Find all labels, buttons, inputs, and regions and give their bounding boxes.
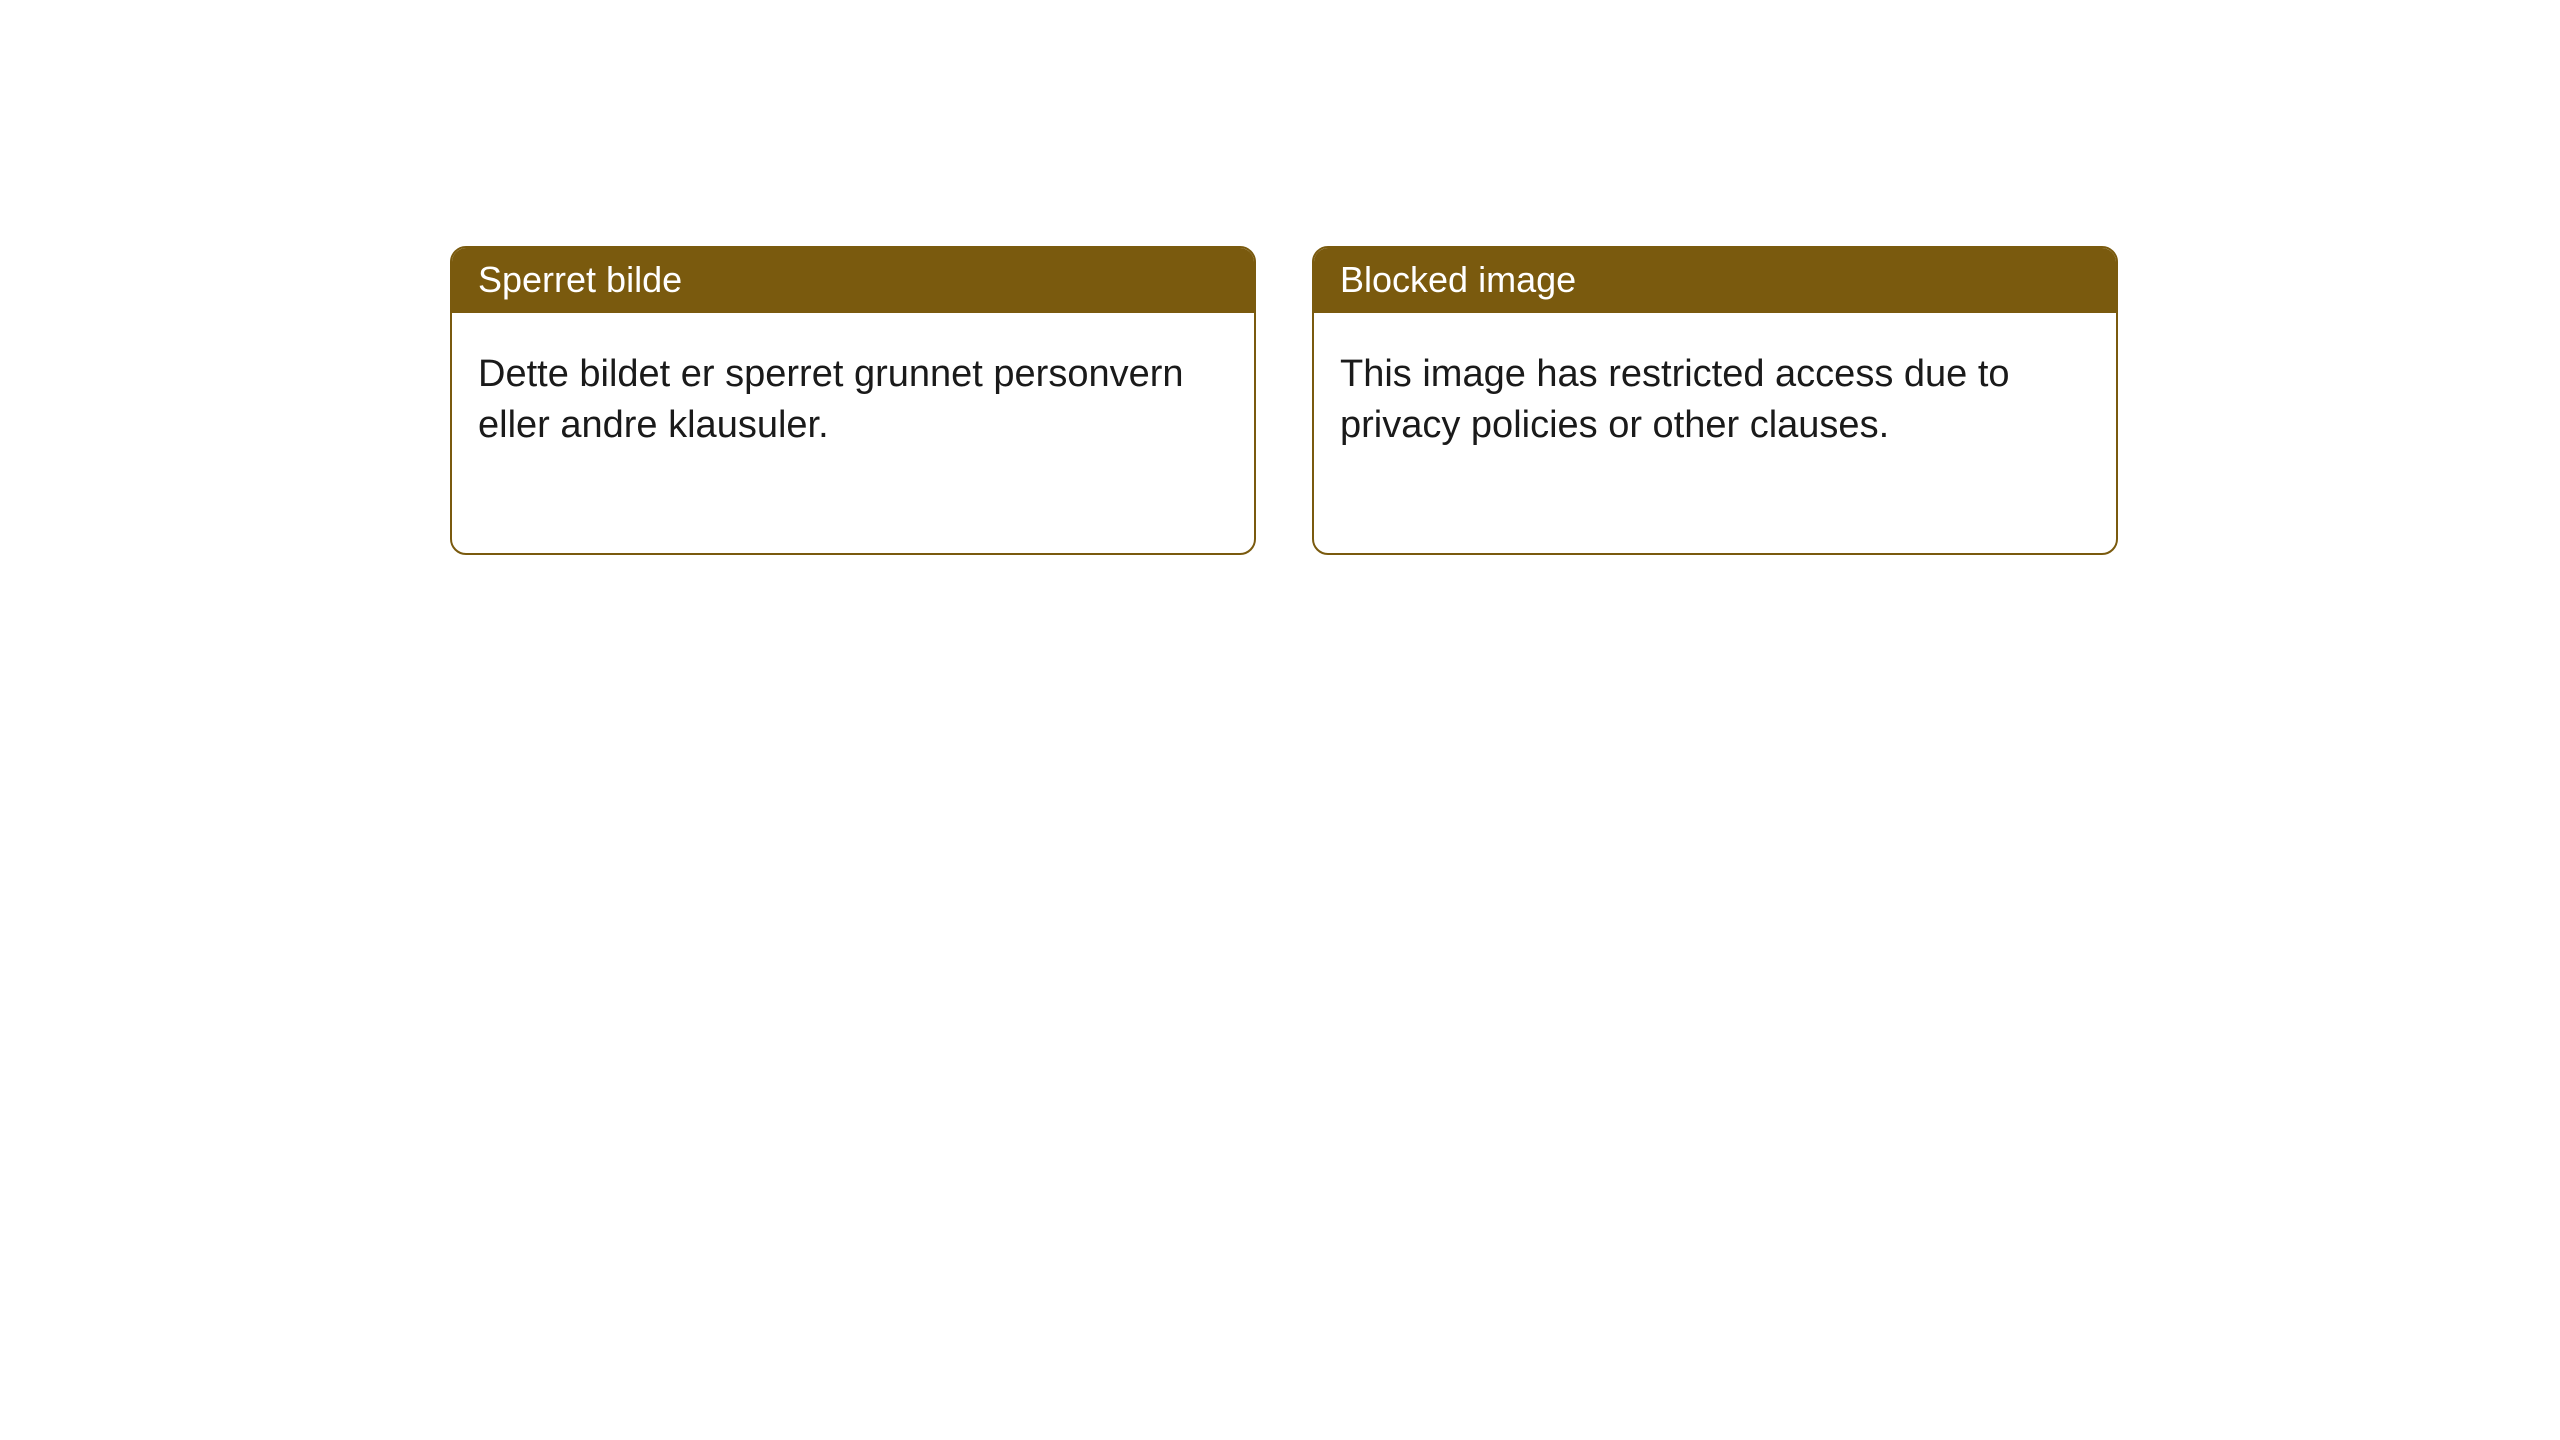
notice-body: Dette bildet er sperret grunnet personve… bbox=[452, 313, 1254, 553]
notice-card-english: Blocked image This image has restricted … bbox=[1312, 246, 2118, 555]
notice-card-norwegian: Sperret bilde Dette bildet er sperret gr… bbox=[450, 246, 1256, 555]
notice-body: This image has restricted access due to … bbox=[1314, 313, 2116, 553]
notice-header: Blocked image bbox=[1314, 248, 2116, 313]
notice-header: Sperret bilde bbox=[452, 248, 1254, 313]
notice-container: Sperret bilde Dette bildet er sperret gr… bbox=[0, 0, 2560, 555]
